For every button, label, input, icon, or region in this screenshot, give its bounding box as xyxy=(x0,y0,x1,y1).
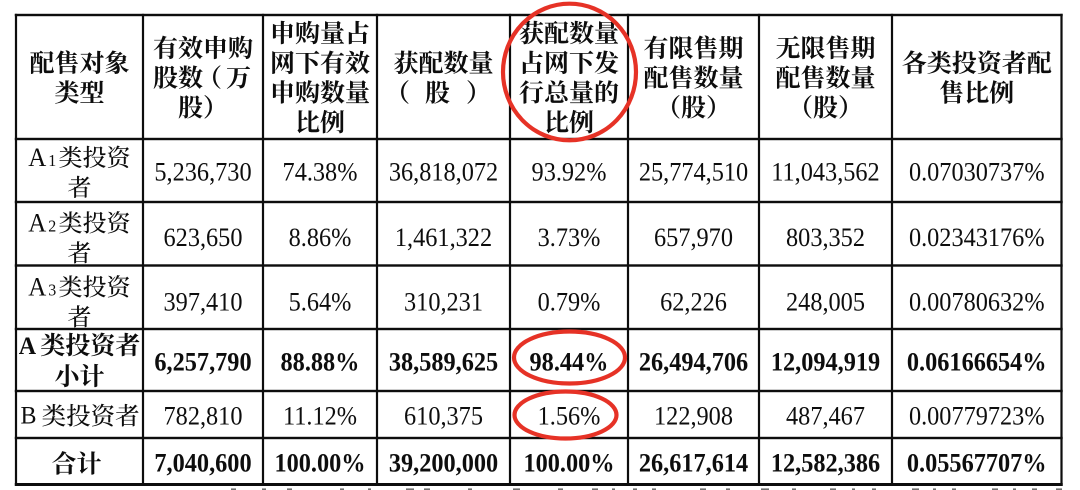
svg-text:11.12%: 11.12% xyxy=(283,403,357,431)
svg-text:623,650: 623,650 xyxy=(164,224,243,252)
svg-text:122,908: 122,908 xyxy=(654,403,733,431)
svg-text:3.73%: 3.73% xyxy=(538,224,601,252)
svg-text:100.00%: 100.00% xyxy=(523,450,614,478)
svg-text:248,005: 248,005 xyxy=(786,289,865,317)
svg-text:0.07030737%: 0.07030737% xyxy=(909,159,1045,187)
svg-text:0.05567707%: 0.05567707% xyxy=(907,450,1047,478)
svg-text:7,040,600: 7,040,600 xyxy=(154,450,251,478)
svg-text:12,094,919: 12,094,919 xyxy=(771,349,880,377)
svg-text:3: 3 xyxy=(48,280,56,300)
svg-text:B: B xyxy=(21,402,37,430)
svg-text:36,818,072: 36,818,072 xyxy=(389,159,498,187)
svg-text:0.79%: 0.79% xyxy=(538,289,601,317)
svg-text:12,582,386: 12,582,386 xyxy=(771,450,880,478)
svg-text:26,617,614: 26,617,614 xyxy=(639,450,749,478)
svg-text:A: A xyxy=(28,208,46,238)
svg-text:88.88%: 88.88% xyxy=(281,349,360,377)
svg-text:0.00779723%: 0.00779723% xyxy=(909,403,1045,431)
svg-text:100.00%: 100.00% xyxy=(274,450,365,478)
svg-text:A: A xyxy=(28,272,46,302)
svg-text:98.44%: 98.44% xyxy=(530,349,609,377)
svg-text:6,257,790: 6,257,790 xyxy=(154,349,251,377)
svg-text:487,467: 487,467 xyxy=(786,403,865,431)
svg-text:803,352: 803,352 xyxy=(786,224,865,252)
svg-text:782,810: 782,810 xyxy=(164,403,243,431)
svg-text:397,410: 397,410 xyxy=(164,289,243,317)
svg-text:25,774,510: 25,774,510 xyxy=(639,159,748,187)
svg-text:8.86%: 8.86% xyxy=(289,224,352,252)
svg-text:657,970: 657,970 xyxy=(654,224,733,252)
svg-text:5.64%: 5.64% xyxy=(289,289,352,317)
svg-text:2: 2 xyxy=(48,216,56,236)
svg-text:610,375: 610,375 xyxy=(404,403,483,431)
svg-text:0.06166654%: 0.06166654% xyxy=(907,349,1047,377)
svg-text:1,461,322: 1,461,322 xyxy=(395,224,492,252)
svg-text:74.38%: 74.38% xyxy=(283,159,358,187)
svg-text:11,043,562: 11,043,562 xyxy=(771,159,879,187)
svg-text:1.56%: 1.56% xyxy=(538,403,601,431)
svg-text:A: A xyxy=(28,142,46,172)
svg-text:0.00780632%: 0.00780632% xyxy=(909,289,1045,317)
svg-text:62,226: 62,226 xyxy=(660,289,727,317)
svg-text:0.02343176%: 0.02343176% xyxy=(909,224,1045,252)
svg-text:A: A xyxy=(19,332,36,360)
svg-text:38,589,625: 38,589,625 xyxy=(389,349,498,377)
svg-text:39,200,000: 39,200,000 xyxy=(389,450,498,478)
svg-text:1: 1 xyxy=(48,151,56,171)
svg-text:5,236,730: 5,236,730 xyxy=(154,159,251,187)
svg-text:93.92%: 93.92% xyxy=(532,159,607,187)
svg-text:26,494,706: 26,494,706 xyxy=(639,349,748,377)
svg-text:310,231: 310,231 xyxy=(404,289,483,317)
